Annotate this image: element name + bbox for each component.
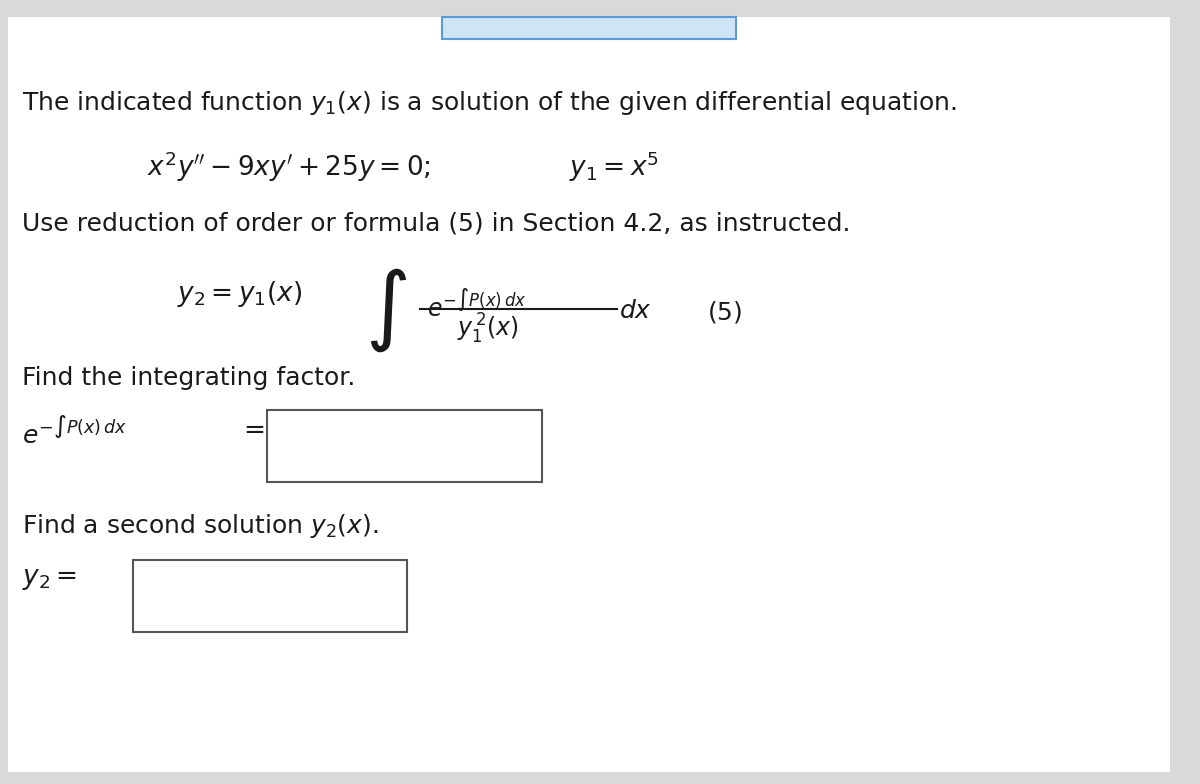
Text: $(5)$: $(5)$ [707, 299, 742, 325]
Text: $dx$: $dx$ [618, 299, 652, 323]
Text: Find the integrating factor.: Find the integrating factor. [22, 366, 355, 390]
Text: $y_1^{\,2}(x)$: $y_1^{\,2}(x)$ [456, 312, 518, 347]
Text: $y_2 =$: $y_2 =$ [22, 566, 77, 592]
FancyBboxPatch shape [132, 560, 408, 632]
Text: $y_1 = x^5$: $y_1 = x^5$ [570, 149, 660, 183]
FancyBboxPatch shape [442, 17, 737, 39]
Text: Use reduction of order or formula (5) in Section 4.2, as instructed.: Use reduction of order or formula (5) in… [22, 212, 850, 236]
Text: Find a second solution $y_2(x)$.: Find a second solution $y_2(x)$. [22, 512, 378, 540]
Text: $x^2y'' - 9xy' + 25y = 0;$: $x^2y'' - 9xy' + 25y = 0;$ [148, 149, 431, 183]
FancyBboxPatch shape [268, 410, 542, 482]
Text: $=$: $=$ [238, 416, 264, 442]
Text: $y_2 = y_1(x)$: $y_2 = y_1(x)$ [176, 279, 302, 309]
Text: $e^{-\int P(x)\, dx}$: $e^{-\int P(x)\, dx}$ [427, 289, 527, 321]
Text: The indicated function $y_1(x)$ is a solution of the given differential equation: The indicated function $y_1(x)$ is a sol… [22, 89, 956, 117]
FancyBboxPatch shape [8, 17, 1170, 772]
Text: $\int$: $\int$ [365, 266, 407, 354]
Text: $e^{-\int P(x)\, dx}$: $e^{-\int P(x)\, dx}$ [22, 416, 127, 448]
